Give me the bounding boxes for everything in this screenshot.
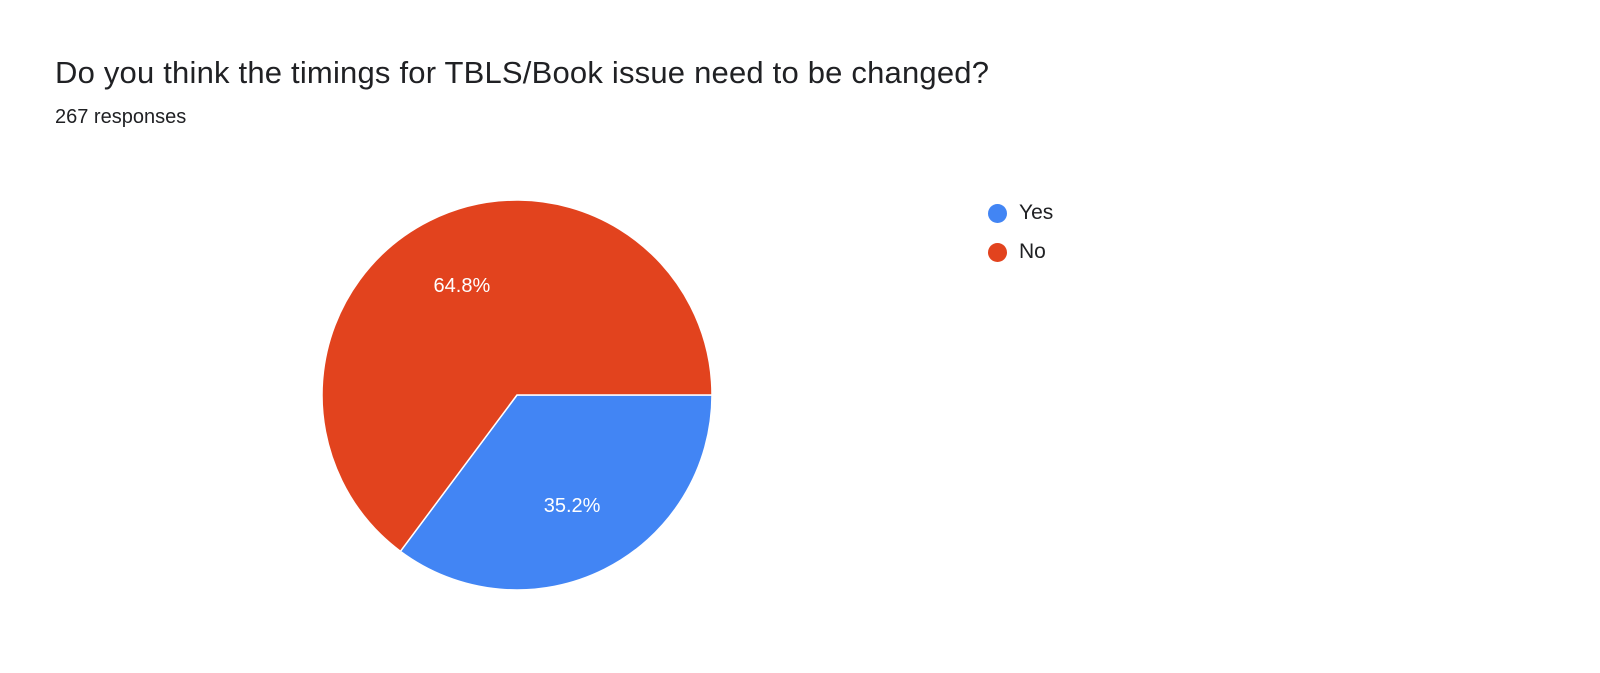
pie-chart: 35.2% 64.8%	[320, 198, 714, 592]
legend-label-no: No	[1019, 240, 1046, 263]
responses-count: 267 responses	[55, 106, 187, 128]
legend-label-yes: Yes	[1019, 201, 1054, 224]
pie-slice-label-yes: 35.2%	[544, 495, 601, 517]
pie-slice-no	[321, 199, 713, 553]
legend-item-yes: Yes	[988, 201, 1053, 225]
legend-item-no: No	[988, 240, 1053, 264]
pie-slice-yes	[399, 394, 713, 591]
pie-chart-svg: 35.2% 64.8%	[321, 199, 713, 591]
question-title: Do you think the timings for TBLS/Book i…	[55, 55, 990, 90]
legend: Yes No	[988, 201, 1053, 264]
pie-slice-label-no: 64.8%	[434, 275, 491, 297]
legend-dot-yes	[988, 203, 1007, 223]
legend-dot-no	[988, 242, 1007, 262]
